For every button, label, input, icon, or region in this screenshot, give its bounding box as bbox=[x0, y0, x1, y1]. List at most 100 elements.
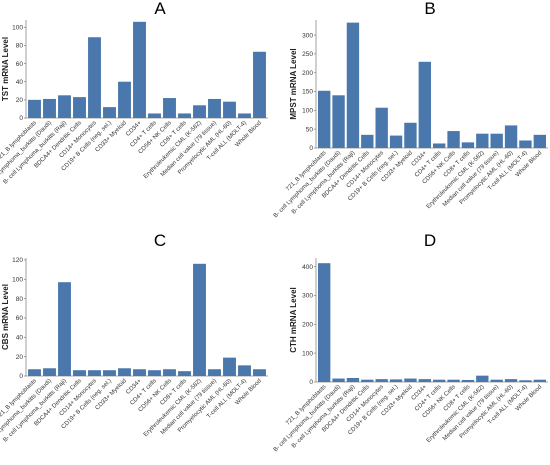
panel-c-y-axis-label: CBS mRNA Level bbox=[1, 284, 10, 350]
panel-b-bar-3 bbox=[346, 22, 360, 149]
panel-d-bar-1 bbox=[318, 263, 331, 382]
panel-d-bar-9 bbox=[433, 379, 446, 382]
panel-c-x-tick-label: B- cell Lymphoma_burkitts (Raji) bbox=[3, 378, 68, 443]
panel-d-bar-15 bbox=[519, 380, 532, 382]
panel-a-y-axis-label: TST mRNA Level bbox=[1, 37, 10, 101]
panel-a-bar-13 bbox=[208, 98, 221, 118]
panel-d-bar-14 bbox=[504, 379, 518, 382]
panel-a-bar-10 bbox=[163, 98, 176, 118]
panel-a-bar-4 bbox=[73, 97, 86, 118]
panel-a-bar-9 bbox=[148, 113, 161, 118]
panel-d-bar-10 bbox=[447, 379, 460, 382]
panel-b-y-tick-label: 0 bbox=[309, 145, 313, 152]
panel-a-bar-3 bbox=[58, 95, 71, 118]
panel-b-y-tick-label: 300 bbox=[302, 32, 313, 39]
panel-d-bar-13 bbox=[490, 379, 503, 382]
panel-c-y-tick-label: 0 bbox=[19, 373, 23, 380]
panel-b-y-axis-label: MPST mRNA Level bbox=[289, 48, 298, 119]
panel-d-x-tick-label: B- cell Lymphoma_burkitts (Raji) bbox=[291, 384, 356, 449]
panel-a-letter: A bbox=[154, 0, 166, 18]
panel-d-bar-12 bbox=[476, 375, 489, 382]
panel-c-y-tick-label: 20 bbox=[16, 354, 24, 361]
panel-c-y-tick-label: 40 bbox=[16, 335, 24, 342]
panel-a-y-tick-label: 60 bbox=[16, 61, 24, 68]
panel-b-y-tick-label: 200 bbox=[302, 70, 313, 77]
panel-d-bar-5 bbox=[375, 379, 388, 382]
panel-b-bar-11 bbox=[461, 142, 475, 148]
panel-d-y-tick-label: 100 bbox=[302, 350, 313, 357]
panel-c-bar-5 bbox=[88, 370, 101, 376]
panel-c-bar-1 bbox=[28, 369, 41, 376]
panel-c-bar-16 bbox=[253, 369, 266, 376]
panel-a-x-tick-label: B- cell Lymphoma_burkitts (Raji) bbox=[3, 120, 68, 185]
panel-d-y-tick-label: 400 bbox=[302, 264, 313, 271]
panel-c-bar-15 bbox=[238, 365, 251, 376]
panel-b-bar-5 bbox=[375, 107, 388, 148]
panel-d-bar-16 bbox=[533, 379, 546, 382]
panel-b-bar-8 bbox=[418, 61, 431, 148]
panel-a-bar-15 bbox=[238, 113, 251, 118]
panel-b-bar-1 bbox=[318, 90, 331, 148]
panel-c-bar-10 bbox=[163, 369, 176, 376]
panel-c-bar-9 bbox=[148, 370, 161, 376]
panel-c-bar-13 bbox=[208, 369, 221, 376]
panel-a-bar-16 bbox=[253, 51, 266, 118]
panel-d-bar-11 bbox=[461, 379, 475, 382]
panel-d-bar-3 bbox=[346, 377, 360, 382]
panel-b-y-tick-label: 250 bbox=[302, 51, 313, 58]
panel-a-bar-7 bbox=[118, 81, 131, 118]
panel-b-letter: B bbox=[424, 0, 435, 18]
panel-c-bar-12 bbox=[193, 263, 206, 376]
panel-b-bar-16 bbox=[533, 134, 546, 148]
panel-c-bar-8 bbox=[133, 369, 146, 376]
panel-c-y-tick-label: 120 bbox=[12, 257, 23, 264]
panel-a-bar-14 bbox=[223, 101, 236, 118]
panel-a-bar-5 bbox=[88, 37, 101, 119]
panel-c-bar-6 bbox=[103, 370, 116, 376]
panel-a-bar-12 bbox=[193, 105, 206, 118]
panel-b-y-tick-label: 50 bbox=[306, 126, 314, 133]
panel-b-bar-4 bbox=[361, 134, 374, 148]
panel-a-y-tick-label: 80 bbox=[16, 43, 24, 50]
panel-a-y-tick-label: 100 bbox=[12, 24, 23, 31]
panel-c-letter: C bbox=[154, 231, 166, 250]
panel-c-bar-11 bbox=[178, 371, 191, 376]
panel-c-y-tick-label: 100 bbox=[12, 276, 23, 283]
panel-d-bar-7 bbox=[404, 378, 417, 382]
panel-b-bar-7 bbox=[404, 122, 417, 148]
panel-d-bar-2 bbox=[332, 378, 345, 382]
panel-b-bar-10 bbox=[447, 131, 460, 148]
panel-b-bar-14 bbox=[504, 125, 518, 148]
panel-d-bar-6 bbox=[389, 379, 403, 382]
panel-d-y-tick-label: 0 bbox=[309, 379, 313, 386]
panel-b-bar-13 bbox=[490, 133, 503, 148]
panel-d-bar-8 bbox=[418, 379, 431, 382]
panel-b-bar-2 bbox=[332, 95, 345, 148]
panel-b-bar-6 bbox=[389, 135, 403, 148]
panel-b-bar-9 bbox=[433, 143, 446, 148]
panel-a-bar-8 bbox=[133, 21, 146, 118]
panel-b-y-tick-label: 150 bbox=[302, 89, 313, 96]
panel-a-y-tick-label: 0 bbox=[19, 115, 23, 122]
panel-a-y-tick-label: 40 bbox=[16, 79, 24, 86]
panel-c-bar-4 bbox=[73, 370, 86, 376]
panel-a-bar-11 bbox=[178, 113, 191, 118]
panel-d-y-tick-label: 200 bbox=[302, 322, 313, 329]
panel-d-y-tick-label: 300 bbox=[302, 293, 313, 300]
panel-a-bar-2 bbox=[43, 98, 56, 118]
panel-a-bar-1 bbox=[28, 99, 41, 118]
panel-d-bar-4 bbox=[361, 379, 374, 382]
panel-b-y-tick-label: 100 bbox=[302, 108, 313, 115]
panel-a-bar-6 bbox=[103, 107, 116, 118]
panel-b-bar-12 bbox=[476, 133, 489, 148]
panel-b-bar-15 bbox=[519, 140, 532, 148]
panel-c-y-tick-label: 60 bbox=[16, 315, 24, 322]
panel-c-bar-7 bbox=[118, 368, 131, 376]
panel-c-bar-3 bbox=[58, 282, 71, 376]
panel-a-y-tick-label: 20 bbox=[16, 97, 24, 104]
panel-c-y-tick-label: 80 bbox=[16, 296, 24, 303]
panel-c-bar-14 bbox=[223, 357, 236, 376]
panel-b-x-tick-label: B- cell Lymphoma_burkitts (Raji) bbox=[291, 150, 356, 215]
panel-c-bar-2 bbox=[43, 368, 56, 376]
